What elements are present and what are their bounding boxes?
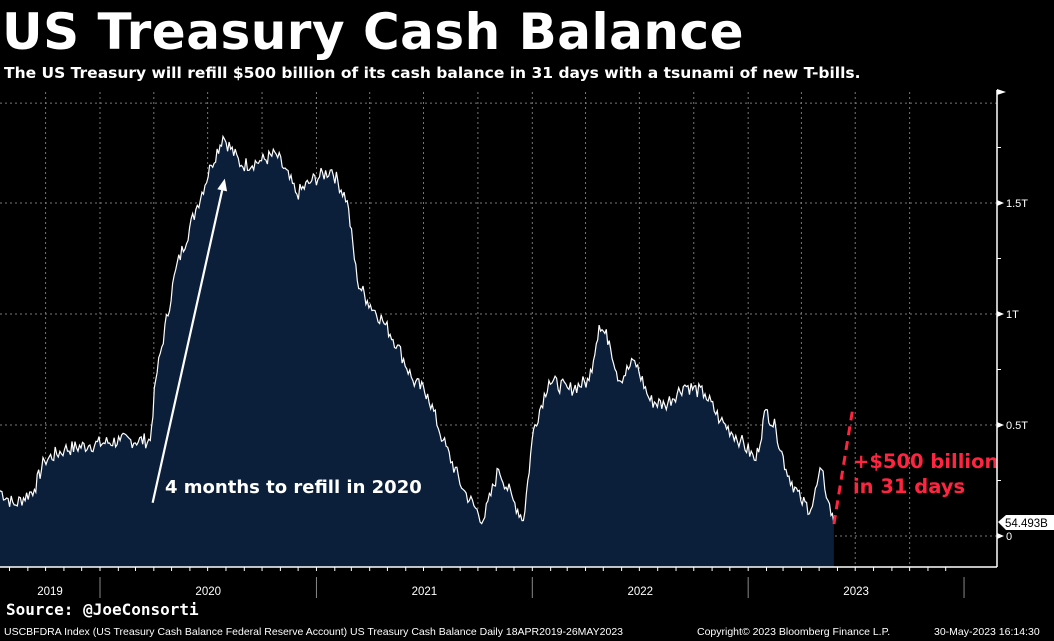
annotation-projection-line1: +$500 billion bbox=[853, 450, 998, 473]
projection-dashed-line bbox=[832, 411, 854, 525]
footer-copyright: Copyright© 2023 Bloomberg Finance L.P. bbox=[697, 626, 891, 638]
x-tick-label: 2020 bbox=[195, 586, 221, 598]
y-axis: 0 0.5T 1T 1.5T bbox=[996, 89, 1028, 567]
y-tick-label: 1.5T bbox=[1006, 198, 1028, 210]
cash-balance-area bbox=[0, 136, 834, 567]
x-tick-label: 2023 bbox=[843, 586, 869, 598]
page-subtitle: The US Treasury will refill $500 billion… bbox=[4, 64, 861, 82]
x-tick-label: 2019 bbox=[37, 586, 63, 598]
x-axis: 2019 2020 2021 2022 2023 bbox=[0, 566, 997, 598]
footer-timestamp: 30-May-2023 16:14:30 bbox=[934, 626, 1040, 638]
annotation-projection-line2: in 31 days bbox=[853, 475, 965, 498]
y-tick-marker bbox=[997, 533, 1004, 539]
refill-arrow bbox=[151, 190, 224, 503]
last-value-label: 54.493B bbox=[1005, 518, 1048, 530]
source-label: Source: @JoeConsorti bbox=[6, 600, 199, 619]
arrowhead-icon bbox=[217, 178, 228, 192]
last-value-badge: 54.493B bbox=[998, 515, 1054, 530]
footer-description: USCBFDRA Index (US Treasury Cash Balance… bbox=[4, 626, 624, 638]
y-tick-marker bbox=[997, 422, 1004, 428]
x-tick-label: 2022 bbox=[627, 586, 653, 598]
y-tick-label: 1T bbox=[1006, 309, 1019, 321]
y-top-tick bbox=[997, 89, 1006, 95]
y-tick-label: 0.5T bbox=[1006, 420, 1028, 432]
page-title: US Treasury Cash Balance bbox=[2, 3, 745, 61]
cash-balance-line bbox=[0, 134, 835, 525]
y-tick-marker bbox=[997, 200, 1004, 206]
x-tick-label: 2021 bbox=[412, 586, 438, 598]
y-tick-marker bbox=[997, 311, 1004, 317]
annotation-refill-2020: 4 months to refill in 2020 bbox=[165, 477, 422, 498]
y-tick-label: 0 bbox=[1006, 531, 1012, 543]
